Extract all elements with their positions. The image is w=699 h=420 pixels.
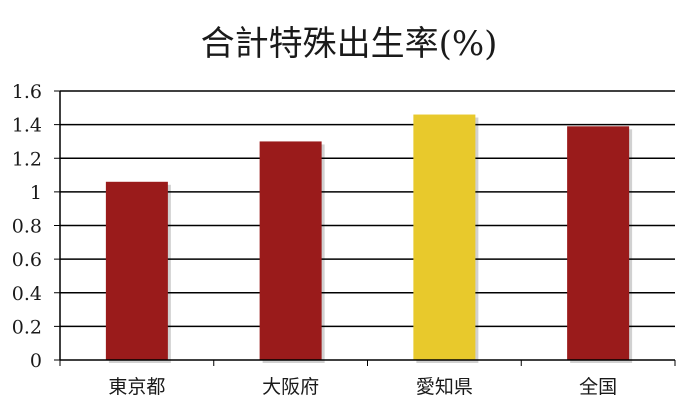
y-tick-label: 0.8 [12,216,42,238]
x-tick-labels: 東京都 大阪府 愛知県 全国 [108,376,617,398]
bar [259,141,322,360]
x-category-label: 愛知県 [416,376,473,398]
y-tick-label: 0.6 [12,249,42,271]
x-category-label: 大阪府 [262,376,319,398]
x-category-label: 東京都 [108,376,165,398]
bar [567,126,630,361]
x-category-label: 全国 [579,376,617,398]
chart-title: 合計特殊出生率(%) [201,24,498,64]
y-tick-label: 0.2 [12,316,42,338]
y-tick-label: 1.2 [12,148,42,170]
y-tick-labels: 0 0.2 0.4 0.6 0.8 1 1.2 1.4 1.6 [12,81,42,372]
bars [105,114,633,363]
y-tick-label: 1.4 [12,115,42,137]
y-tick-label: 1 [30,182,42,204]
y-tick-label: 0.4 [12,283,42,305]
y-tick-label: 0 [30,350,42,372]
axes [59,91,676,366]
bar [413,114,476,360]
y-tick-label: 1.6 [12,81,42,103]
bar [105,181,168,360]
